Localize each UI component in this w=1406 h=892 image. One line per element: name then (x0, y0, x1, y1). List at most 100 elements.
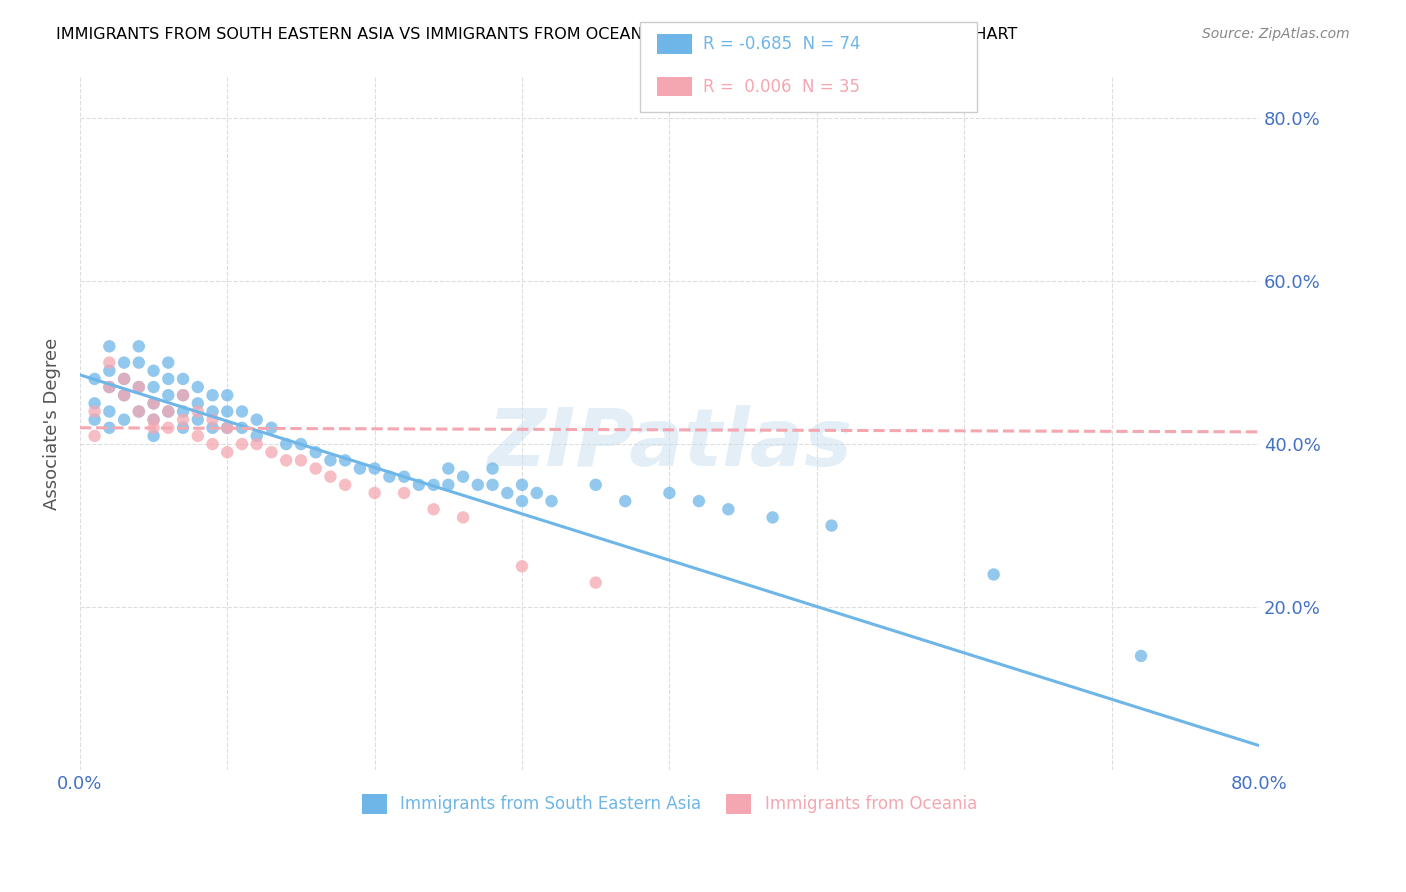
Point (112, 372, 135, 386)
Point (157, 356, 180, 370)
Point (540, 494, 562, 508)
Point (451, 469, 474, 483)
Point (128, 404, 150, 418)
Point (481, 461, 503, 475)
Point (510, 494, 533, 508)
Point (142, 429, 165, 443)
Legend: Immigrants from South Eastern Asia, Immigrants from Oceania: Immigrants from South Eastern Asia, Immi… (352, 784, 987, 824)
Point (378, 469, 401, 483)
Point (276, 437, 298, 451)
Point (142, 412, 165, 426)
Point (98, 404, 121, 418)
Point (217, 421, 239, 435)
Point (392, 469, 415, 483)
Point (983, 567, 1005, 582)
Point (437, 461, 460, 475)
Point (98, 421, 121, 435)
Point (201, 421, 224, 435)
Point (333, 478, 356, 492)
Point (187, 380, 209, 394)
Point (142, 364, 165, 378)
Point (172, 372, 194, 386)
Point (526, 486, 548, 500)
Point (363, 486, 385, 500)
Point (246, 429, 269, 443)
Point (761, 510, 783, 524)
Point (142, 421, 165, 435)
Point (98, 339, 121, 353)
Point (585, 575, 607, 590)
Point (142, 396, 165, 410)
Point (510, 478, 533, 492)
Point (585, 478, 607, 492)
Point (408, 478, 430, 492)
Point (157, 372, 180, 386)
Y-axis label: Associate's Degree: Associate's Degree (44, 337, 60, 510)
Text: IMMIGRANTS FROM SOUTH EASTERN ASIA VS IMMIGRANTS FROM OCEANIA ASSOCIATE'S DEGREE: IMMIGRANTS FROM SOUTH EASTERN ASIA VS IM… (56, 27, 1018, 42)
Point (83, 404, 105, 418)
Point (142, 412, 165, 426)
Point (305, 461, 328, 475)
Point (128, 404, 150, 418)
Text: ZIPatlas: ZIPatlas (486, 406, 852, 483)
Point (157, 404, 180, 418)
Point (201, 388, 224, 402)
Text: R =  0.006  N = 35: R = 0.006 N = 35 (703, 78, 860, 95)
Point (276, 453, 298, 467)
Point (172, 388, 194, 402)
Point (260, 445, 283, 459)
Point (363, 461, 385, 475)
Point (1130, 648, 1153, 663)
Text: Source: ZipAtlas.com: Source: ZipAtlas.com (1202, 27, 1350, 41)
Point (172, 404, 194, 418)
Point (83, 429, 105, 443)
Point (201, 404, 224, 418)
Point (246, 437, 269, 451)
Point (290, 437, 312, 451)
Text: R = -0.685  N = 74: R = -0.685 N = 74 (703, 35, 860, 53)
Point (217, 421, 239, 435)
Point (231, 437, 253, 451)
Point (688, 494, 710, 508)
Point (217, 388, 239, 402)
Point (187, 412, 209, 426)
Point (142, 396, 165, 410)
Point (157, 388, 180, 402)
Point (260, 421, 283, 435)
Point (201, 437, 224, 451)
Point (157, 421, 180, 435)
Point (422, 478, 444, 492)
Point (112, 388, 135, 402)
Point (98, 364, 121, 378)
Point (187, 404, 209, 418)
Point (496, 486, 519, 500)
Point (128, 380, 150, 394)
Point (83, 372, 105, 386)
Point (510, 559, 533, 574)
Point (112, 356, 135, 370)
Point (128, 339, 150, 353)
Point (112, 388, 135, 402)
Point (717, 502, 740, 516)
Point (157, 404, 180, 418)
Point (305, 445, 328, 459)
Point (451, 510, 474, 524)
Point (231, 404, 253, 418)
Point (112, 372, 135, 386)
Point (201, 412, 224, 426)
Point (467, 478, 489, 492)
Point (187, 429, 209, 443)
Point (172, 421, 194, 435)
Point (319, 453, 342, 467)
Point (319, 469, 342, 483)
Point (422, 502, 444, 516)
Point (112, 412, 135, 426)
Point (172, 412, 194, 426)
Point (217, 404, 239, 418)
Point (128, 380, 150, 394)
Point (246, 412, 269, 426)
Point (481, 478, 503, 492)
Point (83, 396, 105, 410)
Point (98, 356, 121, 370)
Point (231, 421, 253, 435)
